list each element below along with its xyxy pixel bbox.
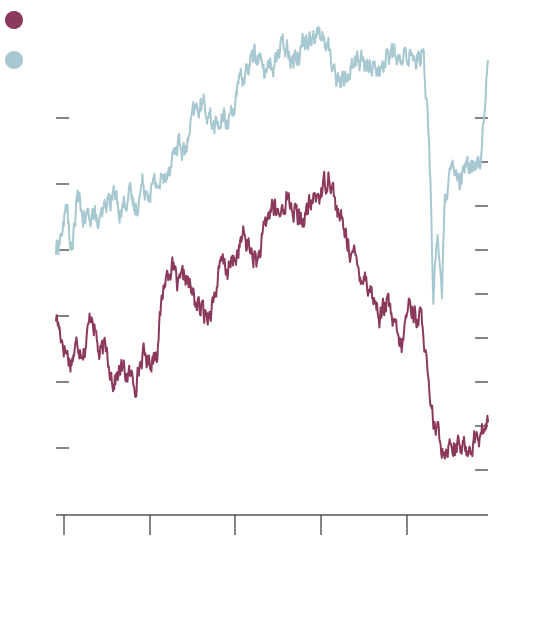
legend <box>5 11 23 69</box>
series-line-1 <box>55 170 489 460</box>
x-axis <box>56 514 488 535</box>
right-y-axis <box>475 117 488 471</box>
legend-dot-series-1 <box>5 11 23 29</box>
series-line-2 <box>55 25 489 305</box>
series-layer <box>55 25 489 460</box>
left-y-axis <box>56 117 69 449</box>
legend-dot-series-2 <box>5 51 23 69</box>
